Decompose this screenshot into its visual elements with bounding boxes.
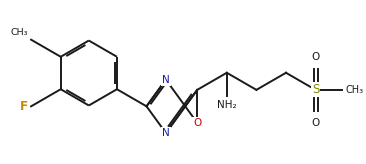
Text: O: O [311, 118, 320, 128]
Text: N: N [162, 75, 170, 85]
Text: NH₂: NH₂ [217, 100, 236, 110]
Text: F: F [19, 100, 27, 113]
Text: N: N [162, 128, 170, 138]
Text: CH₃: CH₃ [346, 85, 363, 95]
Text: O: O [193, 118, 201, 128]
Text: O: O [311, 52, 320, 62]
Text: CH₃: CH₃ [11, 28, 29, 37]
Text: S: S [312, 83, 319, 96]
